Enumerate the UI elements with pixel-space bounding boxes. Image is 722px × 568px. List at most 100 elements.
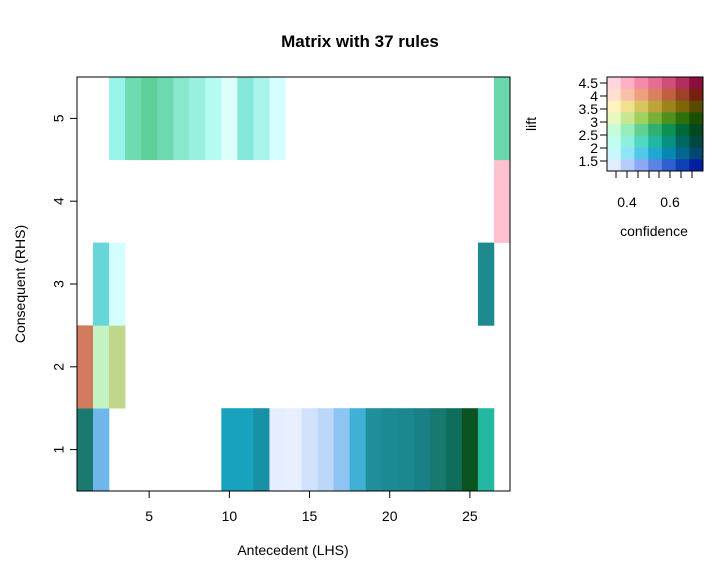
heatmap-cell xyxy=(93,408,110,492)
legend-swatch xyxy=(661,135,676,148)
legend-swatch xyxy=(648,135,663,148)
chart-title: Matrix with 37 rules xyxy=(281,32,439,51)
legend-swatch xyxy=(620,124,635,137)
legend-y-tick-label: 1.5 xyxy=(579,153,599,169)
heatmap-cell xyxy=(349,408,366,492)
legend-swatch xyxy=(689,100,704,113)
heatmap-cell xyxy=(269,77,286,161)
legend-swatch xyxy=(620,159,635,172)
legend-swatch xyxy=(689,88,704,101)
heatmap-cell xyxy=(173,77,190,161)
heatmap-cell xyxy=(365,408,383,492)
heatmap-cell xyxy=(285,408,302,492)
heatmap-cell xyxy=(109,242,126,326)
heatmap-cell xyxy=(253,77,270,161)
legend-swatch xyxy=(620,88,635,101)
x-tick-label: 15 xyxy=(302,508,318,524)
heatmap-cell xyxy=(493,159,511,243)
heatmap-cell xyxy=(221,408,238,492)
heatmap-cell xyxy=(237,408,254,492)
heatmap-cell xyxy=(237,77,254,161)
y-tick-label: 2 xyxy=(51,363,67,371)
legend-swatch xyxy=(675,112,690,125)
heatmap-cell xyxy=(397,408,415,492)
legend-swatch xyxy=(634,135,649,148)
heatmap-cell xyxy=(381,408,399,492)
legend-swatch xyxy=(675,147,690,160)
legend-swatch xyxy=(634,77,649,90)
y-axis: 1 2 3 4 5 xyxy=(51,114,77,453)
legend-swatch xyxy=(634,159,649,172)
legend-swatch xyxy=(634,124,649,137)
legend-swatch xyxy=(689,77,704,90)
legend-swatch xyxy=(607,77,622,90)
legend-swatch xyxy=(648,112,663,125)
legend-x-label: confidence xyxy=(620,223,688,239)
heatmap-cell xyxy=(205,77,222,161)
heatmap-cell xyxy=(93,325,110,409)
legend-swatch xyxy=(620,147,635,160)
legend-swatch xyxy=(661,88,676,101)
y-tick-label: 4 xyxy=(51,197,67,205)
heatmap-cells xyxy=(77,77,511,492)
legend-swatch xyxy=(689,159,704,172)
legend-y-axis: 1.522.533.544.5 xyxy=(579,75,607,169)
heatmap-cell xyxy=(477,242,495,326)
legend-y-tick-label: 4.5 xyxy=(579,75,599,91)
legend-swatch xyxy=(661,77,676,90)
legend-swatch xyxy=(607,112,622,125)
legend-swatch xyxy=(675,124,690,137)
legend-x-axis: 0.4 0.6 xyxy=(615,171,693,210)
legend-x-tick-label: 0.6 xyxy=(660,194,680,210)
x-axis: 5 10 15 20 25 xyxy=(145,491,478,524)
y-tick-label: 3 xyxy=(51,280,67,288)
legend-swatch xyxy=(661,124,676,137)
legend: 0.4 0.6 1.522.533.544.5 confidence lift xyxy=(523,75,704,239)
legend-swatch xyxy=(648,77,663,90)
heatmap-cell xyxy=(93,242,110,326)
legend-swatch xyxy=(620,135,635,148)
legend-swatch xyxy=(648,100,663,113)
legend-swatch xyxy=(675,135,690,148)
heatmap-cell xyxy=(77,325,94,409)
x-tick-label: 20 xyxy=(382,508,398,524)
heatmap-cell xyxy=(77,408,94,492)
legend-y-label: lift xyxy=(523,117,539,131)
legend-swatch xyxy=(661,159,676,172)
legend-swatch xyxy=(607,147,622,160)
heatmap-cell xyxy=(317,408,334,492)
legend-swatch xyxy=(675,88,690,101)
legend-swatch xyxy=(648,124,663,137)
legend-y-tick-label: 3.5 xyxy=(579,101,599,117)
legend-swatch xyxy=(648,88,663,101)
heatmap-cell xyxy=(269,408,286,492)
heatmap-cell xyxy=(477,408,495,492)
legend-swatch xyxy=(634,88,649,101)
legend-swatch xyxy=(689,135,704,148)
legend-swatch xyxy=(661,112,676,125)
heatmap-cell xyxy=(109,325,126,409)
heatmap-cell xyxy=(221,77,238,161)
legend-swatch xyxy=(607,100,622,113)
heatmap-cell xyxy=(301,408,318,492)
legend-swatch xyxy=(689,147,704,160)
legend-swatch xyxy=(661,147,676,160)
x-axis-label: Antecedent (LHS) xyxy=(237,542,348,558)
legend-color-grid xyxy=(607,77,704,172)
legend-swatch xyxy=(634,147,649,160)
legend-x-tick-label: 0.4 xyxy=(617,194,637,210)
heatmap-cell xyxy=(157,77,174,161)
legend-swatch xyxy=(607,124,622,137)
legend-y-tick-label: 2 xyxy=(590,140,598,156)
legend-swatch xyxy=(675,100,690,113)
y-tick-label: 1 xyxy=(51,445,67,453)
x-tick-label: 5 xyxy=(145,508,153,524)
legend-swatch xyxy=(648,147,663,160)
legend-swatch xyxy=(607,159,622,172)
legend-swatch xyxy=(675,159,690,172)
legend-swatch xyxy=(648,159,663,172)
legend-swatch xyxy=(620,100,635,113)
legend-swatch xyxy=(689,124,704,137)
legend-swatch xyxy=(607,135,622,148)
